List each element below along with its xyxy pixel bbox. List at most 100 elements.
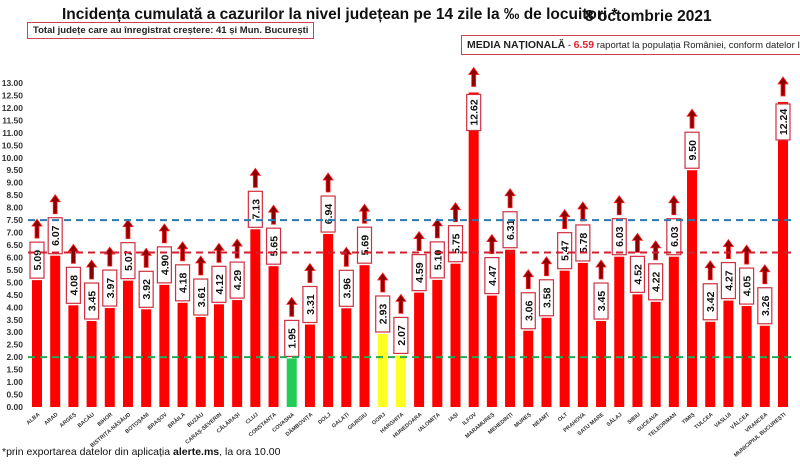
trend-up-arrow-icon	[777, 76, 789, 97]
bar	[468, 92, 479, 408]
x-tick-label: TIMIȘ	[681, 412, 696, 426]
value-label-box	[393, 316, 409, 355]
bar	[414, 292, 425, 407]
bar	[195, 317, 206, 407]
value-label: 3.45	[87, 291, 99, 312]
trend-up-arrow-icon	[595, 259, 607, 280]
value-label: 5.65	[269, 236, 281, 257]
x-tick-label: SIBIU	[627, 412, 642, 426]
value-label-box	[484, 256, 500, 295]
national-average-box: MEDIA NAȚIONALĂ - 6.59 raportat la popul…	[461, 35, 800, 55]
value-label-box	[593, 282, 609, 320]
value-label-box	[29, 241, 45, 279]
trend-up-arrow-icon	[322, 172, 334, 193]
y-tick-label: 11.00	[2, 128, 23, 138]
x-tick-label: TULCEA	[694, 412, 715, 431]
y-tick-label: 2.50	[6, 340, 23, 350]
x-tick-label: DOLJ	[317, 412, 332, 426]
value-label-box	[375, 295, 391, 333]
bar	[68, 305, 79, 407]
national-sep: -	[565, 40, 574, 51]
bar	[632, 294, 643, 407]
trend-up-arrow-icon	[540, 256, 553, 277]
x-tick-label: MUREȘ	[513, 412, 532, 430]
trend-up-arrow-icon	[722, 238, 735, 259]
value-label-box	[284, 319, 300, 357]
value-label: 6.31	[505, 219, 517, 240]
value-label-box	[466, 93, 482, 132]
bar	[395, 355, 406, 407]
bar	[741, 306, 752, 407]
x-tick-label: BRĂILA	[166, 411, 186, 430]
trend-up-arrow-icon	[285, 296, 298, 317]
trend-up-arrow-icon	[686, 108, 698, 129]
footnote: *prin exportarea datelor din aplicația a…	[2, 446, 280, 458]
chart-title: Incidența cumulată a cazurilor la nivel …	[62, 6, 618, 23]
trend-up-arrow-icon	[176, 241, 189, 262]
value-label-box	[538, 279, 555, 317]
value-label-box	[666, 218, 682, 256]
x-tick-label: CLUJ	[245, 412, 260, 426]
trend-up-arrow-icon	[213, 242, 225, 263]
y-tick-label: 8.50	[6, 190, 23, 200]
x-tick-label: ALBA	[26, 412, 42, 426]
bar	[377, 333, 388, 407]
trend-up-arrow-icon	[194, 255, 207, 276]
bar	[687, 170, 698, 407]
y-tick-label: 0.00	[6, 402, 23, 412]
bar	[50, 255, 61, 407]
value-label: 12.24	[778, 109, 790, 135]
value-label: 4.90	[159, 254, 171, 275]
trend-up-arrow-icon	[704, 260, 716, 281]
value-label-box	[775, 103, 791, 141]
x-tick-label: BRAȘOV	[147, 412, 169, 432]
value-label: 3.26	[760, 295, 772, 316]
value-label-box	[520, 292, 536, 330]
x-tick-label: SĂLAJ	[605, 411, 623, 428]
bar	[668, 256, 679, 407]
bar	[323, 234, 334, 407]
bar	[177, 302, 188, 407]
value-label-box	[702, 283, 718, 321]
value-label: 5.10	[432, 250, 444, 271]
y-tick-label: 6.50	[6, 240, 23, 250]
value-label-box	[47, 217, 63, 255]
y-tick-label: 5.50	[6, 265, 23, 275]
y-tick-label: 0.50	[6, 390, 23, 400]
value-label: 4.59	[414, 262, 426, 283]
y-tick-label: 1.00	[6, 377, 23, 387]
x-tick-label: NEAMȚ	[532, 412, 551, 430]
bar	[250, 229, 261, 407]
bar	[359, 265, 370, 407]
bar	[523, 330, 534, 407]
bar	[213, 304, 224, 407]
x-tick-label: ARAD	[43, 412, 59, 427]
bar	[32, 280, 42, 407]
value-label: 4.22	[651, 271, 663, 292]
trend-up-arrow-icon	[31, 218, 43, 239]
trend-up-arrow-icon	[577, 201, 589, 222]
value-label-box	[174, 264, 191, 302]
value-label-box	[320, 195, 336, 233]
value-label: 6.03	[669, 226, 681, 247]
trend-up-arrow-icon	[558, 208, 571, 230]
footnote-suffix: , la ora 10.00	[219, 446, 281, 458]
value-label-box	[102, 269, 118, 307]
y-tick-label: 1.50	[6, 365, 23, 375]
y-tick-label: 7.00	[6, 228, 23, 238]
value-label: 5.75	[450, 233, 462, 254]
bar	[486, 295, 497, 407]
bar	[759, 325, 770, 407]
trend-up-arrow-icon	[104, 246, 116, 267]
y-tick-label: 6.00	[6, 252, 23, 262]
trend-up-arrow-icon	[158, 223, 171, 244]
trend-up-arrow-icon	[649, 240, 662, 261]
chart-date: 8 octombrie 2021	[585, 8, 712, 25]
value-label: 3.61	[196, 287, 208, 308]
trend-up-arrow-icon	[122, 218, 134, 240]
bar	[304, 324, 315, 407]
value-label: 6.07	[50, 225, 62, 246]
trend-up-arrow-icon	[49, 194, 61, 215]
